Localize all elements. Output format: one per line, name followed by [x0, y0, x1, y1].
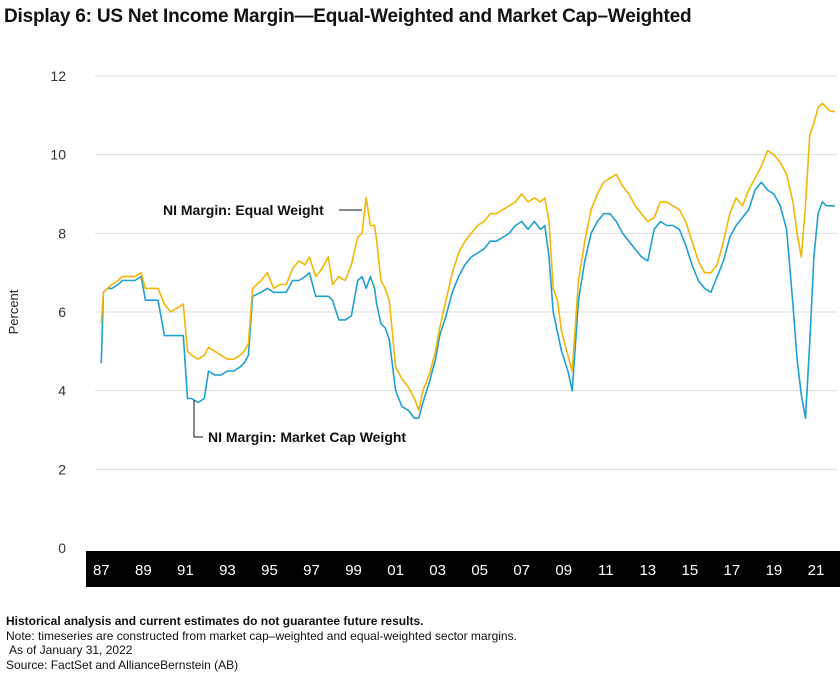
- y-tick-label: 10: [50, 147, 66, 163]
- y-tick-label: 12: [50, 68, 66, 84]
- chart-title: Display 6: US Net Income Margin—Equal-We…: [4, 6, 692, 27]
- x-tick-label: 21: [808, 562, 825, 579]
- x-tick-label: 19: [766, 562, 783, 579]
- x-tick-label: 91: [177, 562, 194, 579]
- x-tick-label: 15: [682, 562, 699, 579]
- y-tick-label: 0: [58, 540, 66, 556]
- y-tick-label: 4: [58, 383, 66, 399]
- x-tick-label: 97: [303, 562, 320, 579]
- x-axis-tick-labels: 87 89 91 93 95 97 99 01 03 05 07 09 11 13 15 17 19 21: [93, 562, 824, 579]
- series-line-equal: [100, 102, 835, 412]
- note: Note: timeseries are constructed from ma…: [6, 628, 517, 643]
- annotation-equal-weight: NI Margin: Equal Weight: [163, 202, 324, 218]
- x-tick-label: 87: [93, 562, 110, 579]
- x-tick-label: 07: [513, 562, 530, 579]
- x-tick-label: 13: [639, 562, 656, 579]
- y-tick-label: 2: [58, 461, 66, 477]
- line-chart: 0 2 4 6 8 10 12 Percent 87 89 91 93 95 97 99 01 03 05 07…: [6, 68, 840, 587]
- series-line-cap: [100, 181, 835, 419]
- x-tick-label: 03: [429, 562, 446, 579]
- y-axis-label: Percent: [6, 289, 21, 334]
- x-tick-label: 11: [598, 562, 614, 579]
- x-tick-label: 95: [261, 562, 278, 579]
- y-tick-label: 6: [58, 304, 66, 320]
- footnotes: Historical analysis and current estimate…: [6, 614, 517, 672]
- y-tick-label: 8: [58, 225, 66, 241]
- leader-line-market-cap: [193, 400, 203, 438]
- x-tick-label: 09: [555, 562, 572, 579]
- source: Source: FactSet and AllianceBernstein (A…: [6, 657, 239, 672]
- x-axis-band: [86, 551, 840, 587]
- as-of-date: As of January 31, 2022: [9, 643, 133, 657]
- series-annotations: NI Margin: Equal Weight NI Margin: Market…: [163, 202, 406, 445]
- y-axis-tick-labels: 0 2 4 6 8 10 12: [50, 68, 66, 556]
- x-tick-label: 17: [724, 562, 741, 579]
- x-tick-label: 99: [345, 562, 362, 579]
- series-lines: [100, 102, 835, 419]
- disclaimer: Historical analysis and current estimate…: [6, 614, 424, 628]
- x-tick-label: 01: [387, 562, 404, 579]
- gridlines: [95, 75, 837, 470]
- x-tick-label: 89: [135, 562, 152, 579]
- x-tick-label: 93: [219, 562, 236, 579]
- x-tick-label: 05: [471, 562, 488, 579]
- annotation-market-cap-weight: NI Margin: Market Cap Weight: [208, 429, 406, 445]
